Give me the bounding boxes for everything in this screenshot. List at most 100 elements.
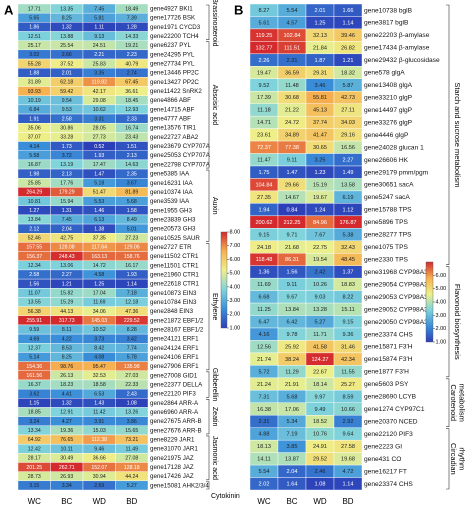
cell-value: 21.74 xyxy=(257,357,271,363)
cell-value: 11.07 xyxy=(28,291,41,297)
cell-value: 3.86 xyxy=(127,419,137,425)
cell-value: 1.23 xyxy=(315,170,326,176)
cell-value: 37.07 xyxy=(28,135,41,141)
cell-value: 15.82 xyxy=(60,291,73,297)
column-label: WD xyxy=(93,497,107,506)
cell-value: 29.66 xyxy=(285,182,299,188)
gene-label: gene15081 AHK2/3/4 xyxy=(150,482,209,489)
cell-value: 9.67 xyxy=(287,295,298,301)
gene-label: gene13427 PP2C xyxy=(150,79,199,86)
cell-value: 17.06 xyxy=(285,407,299,413)
gene-label: gene17434 β-amylase xyxy=(364,45,430,52)
cell-value: 1.64 xyxy=(287,482,298,488)
cell-value: 47.36 xyxy=(125,309,138,315)
cell-value: 1.32 xyxy=(62,25,72,31)
cell-value: 3.42 xyxy=(127,336,137,342)
group-bracket xyxy=(446,4,450,265)
cell-value: 25.83 xyxy=(93,61,106,67)
cell-value: 317.73 xyxy=(59,318,75,324)
cell-value: 73.21 xyxy=(125,437,138,443)
gene-label: gene11502 CTR1 xyxy=(150,253,199,260)
cell-value: 2.31 xyxy=(259,419,270,425)
cell-value: 1.28 xyxy=(127,25,137,31)
cell-value: 11.49 xyxy=(125,446,138,452)
cell-value: 9.97 xyxy=(315,394,326,400)
cell-value: 59.42 xyxy=(60,89,73,95)
gene-label: gene578 glgA xyxy=(364,70,405,77)
cell-value: 5.27 xyxy=(315,320,326,326)
cell-value: 9.49 xyxy=(315,407,326,413)
cell-value: 1.38 xyxy=(94,226,104,232)
cell-value: 8.42 xyxy=(94,346,104,352)
cell-value: 36.66 xyxy=(93,456,106,462)
cell-value: 18.14 xyxy=(313,382,327,388)
cell-value: 30.68 xyxy=(285,95,299,101)
cell-value: 13.34 xyxy=(28,428,41,434)
cell-value: 27.03 xyxy=(125,373,138,379)
cell-value: 179.29 xyxy=(59,190,75,196)
gene-label: gene17726 BSK xyxy=(150,15,196,22)
gene-label: gene22120 PIF3 xyxy=(364,431,413,438)
cell-value: 21.24 xyxy=(257,382,271,388)
cell-value: 3.46 xyxy=(315,83,326,89)
gene-label: gene22377 DELLA xyxy=(150,381,203,388)
colorbar-tick-label: 8.00 xyxy=(230,229,241,235)
cell-value: 5.18 xyxy=(94,180,104,186)
cell-value: 18.49 xyxy=(125,6,138,12)
cell-value: 26.13 xyxy=(60,373,73,379)
cell-value: 1.86 xyxy=(29,25,39,31)
gene-label: gene10738 bglB xyxy=(364,7,413,14)
gene-label: gene24028 glucan 1 xyxy=(364,144,424,151)
group-label: Abscisic acid xyxy=(211,85,218,126)
group-label: Flavonoid biosynthesis xyxy=(453,284,462,360)
cell-value: 36.61 xyxy=(125,89,138,95)
cell-value: 229.52 xyxy=(124,318,140,324)
cell-value: 128.18 xyxy=(124,465,140,471)
cell-value: 10.52 xyxy=(93,327,106,333)
column-label: BC xyxy=(286,497,297,506)
cell-value: 13.19 xyxy=(60,162,73,168)
cell-value: 2.43 xyxy=(127,391,137,397)
cell-value: 37.74 xyxy=(313,120,327,126)
cell-value: 1.14 xyxy=(343,482,354,488)
cell-value: 84.96 xyxy=(313,220,327,226)
cell-value: 5.27 xyxy=(127,483,137,489)
gene-label: gene1274 CYP97C1 xyxy=(364,406,425,413)
cell-value: 0.84 xyxy=(287,207,298,213)
cell-value: 154.36 xyxy=(26,364,42,370)
cell-value: 34.89 xyxy=(285,133,299,139)
column-label: BD xyxy=(342,497,353,506)
cell-value: 5.34 xyxy=(287,419,298,425)
cell-value: 3.35 xyxy=(94,70,104,76)
cell-value: 104.84 xyxy=(255,182,272,188)
gene-label: gene16217 FT xyxy=(364,468,407,475)
cell-value: 28.73 xyxy=(28,474,41,480)
cell-value: 14.71 xyxy=(257,120,271,126)
gene-label: gene16231 IAA xyxy=(150,180,194,187)
cell-value: 13.84 xyxy=(285,307,299,313)
cell-value: 11.69 xyxy=(257,282,271,288)
cell-value: 152.07 xyxy=(91,465,107,471)
cell-value: 27.11 xyxy=(341,108,355,114)
cell-value: 15.94 xyxy=(60,199,73,205)
cell-value: 5.53 xyxy=(94,199,104,205)
gene-label: gene23839 GH3 xyxy=(150,216,196,223)
cell-value: 18.58 xyxy=(93,382,106,388)
cell-value: 95.47 xyxy=(93,364,106,370)
cell-value: 8.25 xyxy=(62,15,72,21)
heat-cell xyxy=(333,477,363,491)
cell-value: 13.84 xyxy=(28,217,41,223)
gene-label: gene6237 PYL xyxy=(150,42,192,49)
cell-value: 4.41 xyxy=(62,391,72,397)
cell-value: 5.68 xyxy=(287,394,298,400)
gene-label: gene22618 CTR1 xyxy=(150,281,199,288)
cell-value: 44.13 xyxy=(60,309,73,315)
cell-value: 1.14 xyxy=(343,20,354,26)
cell-value: 111.51 xyxy=(284,45,300,51)
cell-value: 42.34 xyxy=(341,357,355,363)
gene-label: gene5896 TPS xyxy=(364,219,408,226)
cell-value: 22.75 xyxy=(313,245,327,251)
cell-value: 161.56 xyxy=(26,373,42,379)
cell-value: 11.42 xyxy=(93,410,106,416)
cell-value: 2.31 xyxy=(287,58,298,64)
